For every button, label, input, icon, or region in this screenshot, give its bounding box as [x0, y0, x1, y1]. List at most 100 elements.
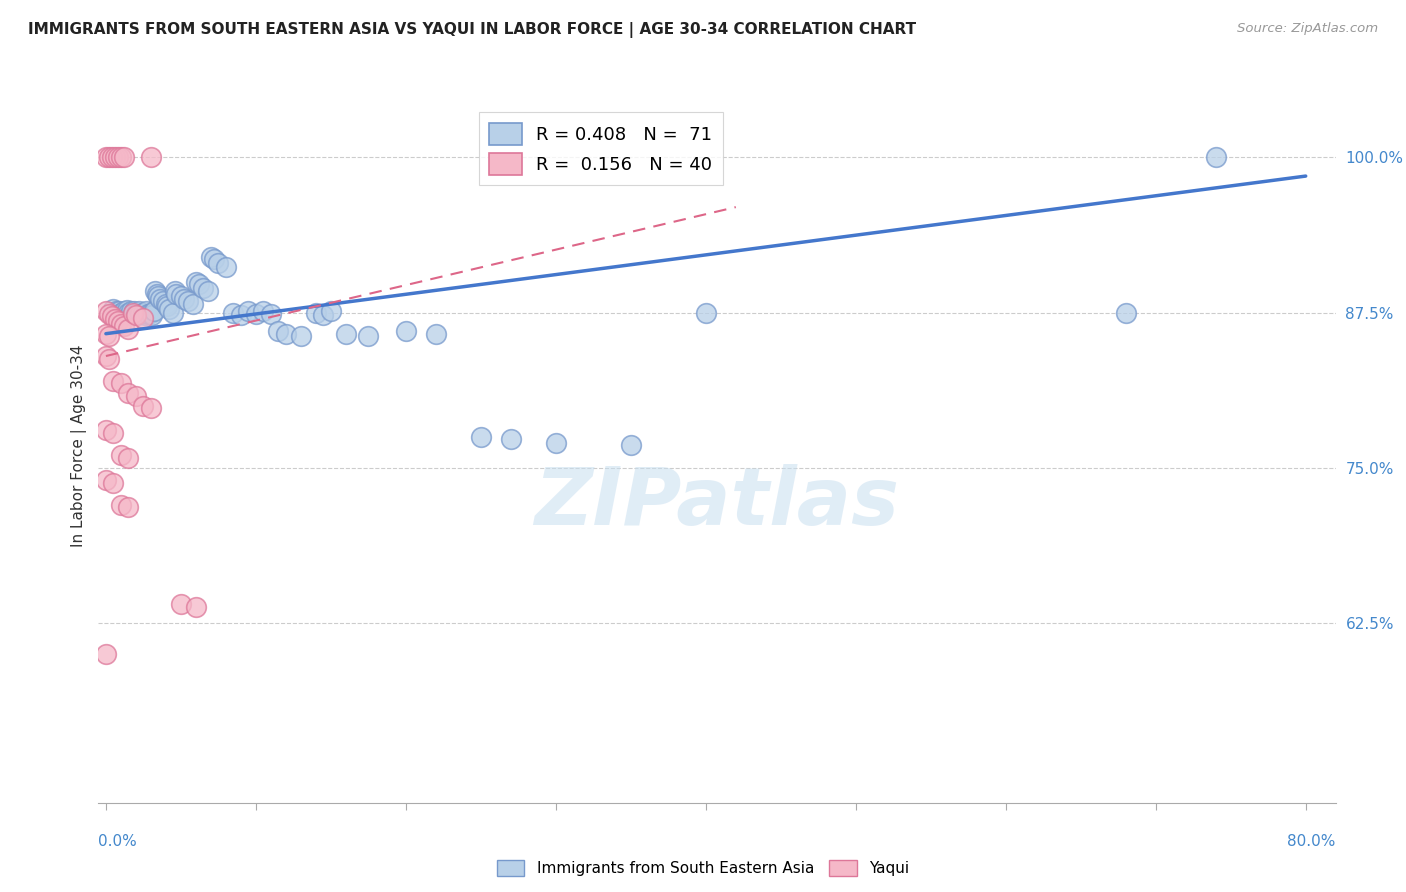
Point [222, 305, 245, 319]
Point [202, 252, 225, 267]
Point [170, 597, 193, 611]
Point [103, 425, 125, 440]
Point [110, 151, 132, 165]
Point [103, 475, 125, 490]
Point [312, 308, 335, 322]
Point [103, 301, 125, 316]
Point [245, 307, 267, 321]
Point [156, 299, 179, 313]
Point [193, 281, 215, 295]
Point [152, 294, 174, 309]
Point [149, 292, 172, 306]
Point [157, 301, 180, 316]
Point [145, 285, 167, 299]
Point [148, 289, 170, 303]
Point [110, 376, 132, 391]
Point [125, 305, 148, 319]
Point [129, 307, 152, 321]
Point [425, 326, 447, 341]
Point [200, 250, 222, 264]
Point [620, 438, 643, 452]
Point [305, 305, 328, 319]
Point [177, 294, 200, 309]
Point [107, 314, 129, 328]
Point [110, 317, 132, 331]
Point [132, 310, 155, 325]
Point [207, 256, 229, 270]
Point [117, 500, 139, 515]
Point [110, 498, 132, 512]
Point [104, 311, 127, 326]
Point [117, 305, 139, 319]
Legend: R = 0.408   N =  71, R =  0.156   N = 40: R = 0.408 N = 71, R = 0.156 N = 40 [478, 112, 723, 186]
Point [238, 304, 260, 318]
Point [97, 307, 120, 321]
Point [127, 308, 149, 322]
Point [124, 304, 146, 318]
Point [117, 386, 139, 401]
Point [395, 324, 418, 338]
Point [97, 329, 120, 343]
Point [107, 151, 129, 165]
Point [1115, 305, 1137, 319]
Point [103, 374, 125, 388]
Point [163, 285, 186, 299]
Point [125, 389, 148, 403]
Point [181, 297, 204, 311]
Point [215, 260, 238, 274]
Point [139, 401, 162, 416]
Point [695, 305, 717, 319]
Text: 80.0%: 80.0% [1288, 834, 1336, 849]
Point [117, 450, 139, 465]
Point [112, 151, 135, 165]
Point [118, 308, 141, 322]
Point [184, 275, 207, 289]
Point [267, 324, 290, 338]
Point [544, 436, 567, 450]
Point [112, 319, 135, 334]
Point [499, 432, 522, 446]
Point [122, 305, 145, 319]
Point [197, 285, 219, 299]
Point [274, 326, 297, 341]
Point [136, 307, 159, 321]
Point [94, 647, 117, 661]
Point [139, 305, 162, 319]
Point [1205, 151, 1227, 165]
Point [101, 310, 124, 324]
Point [105, 304, 128, 318]
Point [134, 308, 156, 322]
Point [104, 151, 127, 165]
Point [260, 307, 283, 321]
Point [357, 329, 380, 343]
Point [110, 305, 132, 319]
Point [107, 307, 129, 321]
Point [101, 151, 124, 165]
Point [162, 305, 184, 319]
Y-axis label: In Labor Force | Age 30-34: In Labor Force | Age 30-34 [72, 344, 87, 548]
Point [112, 304, 135, 318]
Point [111, 308, 134, 322]
Point [94, 304, 117, 318]
Point [252, 304, 274, 318]
Point [94, 349, 117, 363]
Point [165, 287, 187, 301]
Point [155, 297, 177, 311]
Point [114, 307, 136, 321]
Point [142, 304, 165, 318]
Point [117, 322, 139, 336]
Point [97, 351, 120, 366]
Text: 0.0%: 0.0% [98, 834, 138, 849]
Point [146, 287, 169, 301]
Point [110, 448, 132, 462]
Point [128, 304, 150, 318]
Text: ZIPatlas: ZIPatlas [534, 464, 900, 542]
Point [135, 304, 157, 318]
Point [470, 430, 492, 444]
Text: Source: ZipAtlas.com: Source: ZipAtlas.com [1237, 22, 1378, 36]
Point [120, 304, 142, 318]
Point [115, 303, 138, 318]
Point [335, 326, 357, 341]
Point [125, 308, 148, 322]
Point [170, 289, 193, 303]
